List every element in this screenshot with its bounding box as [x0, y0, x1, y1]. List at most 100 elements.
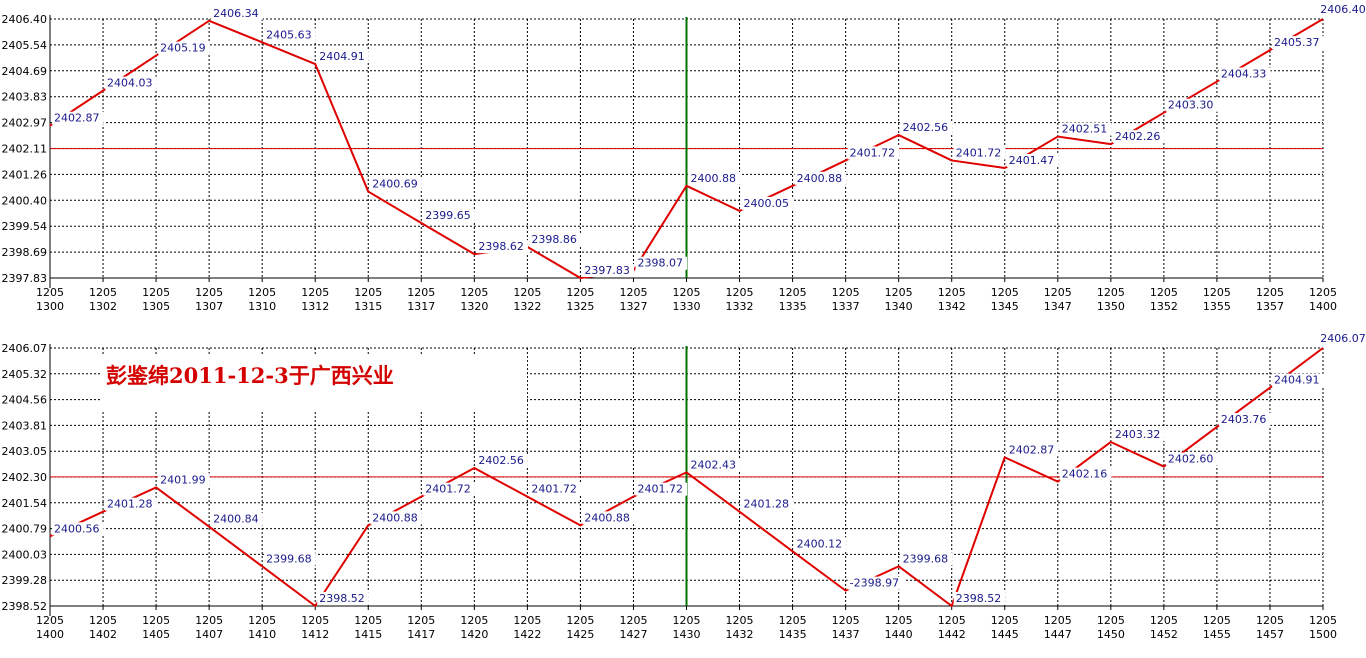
data-label: 2399.68	[903, 552, 949, 565]
data-label-bg	[582, 511, 635, 525]
data-label: 2402.43	[691, 458, 737, 471]
x-tick-label-bottom: 1400	[36, 628, 64, 641]
x-tick-label-top: 1205	[1256, 614, 1284, 627]
data-label-bg	[370, 511, 422, 525]
annotation-text: 彭鉴绵2011-12-3于广西兴业	[106, 363, 394, 388]
data-label: 2401.47	[1009, 154, 1055, 167]
y-tick-label: 2402.11	[2, 143, 48, 156]
data-label: 2401.72	[425, 483, 471, 496]
x-tick-label-top: 1205	[1309, 614, 1337, 627]
data-label-bg	[529, 232, 581, 246]
data-label: 2405.19	[160, 42, 206, 55]
data-label: 2403.76	[1221, 413, 1267, 426]
x-tick-label-bottom: 1452	[1150, 628, 1178, 641]
data-label-bg	[794, 171, 847, 185]
x-tick-label-top: 1205	[779, 614, 807, 627]
data-label: 2402.87	[54, 112, 100, 125]
x-tick-label-bottom: 1405	[142, 628, 170, 641]
data-label-bg	[688, 458, 741, 472]
data-label: 2399.68	[266, 552, 312, 565]
data-label-bg	[1165, 452, 1218, 466]
x-tick-label-bottom: 1427	[619, 628, 647, 641]
x-tick-label-top: 1205	[885, 614, 913, 627]
y-tick-label: 2403.83	[2, 91, 48, 104]
x-tick-label-bottom: 1312	[301, 300, 329, 313]
y-tick-label: 2405.32	[2, 368, 48, 381]
data-label-bg	[1165, 98, 1218, 112]
x-tick-label-bottom: 1402	[89, 628, 117, 641]
x-tick-label-top: 1205	[1044, 286, 1072, 299]
y-tick-label: 2398.69	[2, 246, 48, 259]
x-tick-label-bottom: 1350	[1097, 300, 1125, 313]
x-tick-label-top: 1205	[1256, 286, 1284, 299]
x-tick-label-bottom: 1450	[1097, 628, 1125, 641]
x-tick-label-top: 1205	[89, 286, 117, 299]
data-label: 2401.72	[850, 146, 896, 159]
x-tick-label-bottom: 1342	[938, 300, 966, 313]
y-tick-label: 2400.40	[2, 194, 48, 207]
data-label: 2405.37	[1274, 36, 1320, 49]
x-tick-label-top: 1205	[36, 286, 64, 299]
x-tick-label-bottom: 1410	[248, 628, 276, 641]
data-label: 2401.72	[637, 483, 683, 496]
x-tick-label-bottom: 1355	[1203, 300, 1231, 313]
x-tick-label-top: 1205	[938, 286, 966, 299]
data-label: 2400.88	[372, 511, 418, 524]
x-tick-label-top: 1205	[354, 286, 382, 299]
x-tick-label-top: 1205	[673, 286, 701, 299]
x-tick-label-bottom: 1435	[779, 628, 807, 641]
data-label: 2397.83	[584, 264, 630, 277]
x-tick-label-top: 1205	[142, 286, 170, 299]
data-label: 2402.16	[1062, 468, 1108, 481]
chart-panel-1: 2406.40 2405.54 2404.69 2403.83 2402.97 2402.…	[2, 3, 1366, 313]
data-label: 2404.33	[1221, 68, 1267, 81]
data-label-bg	[52, 111, 104, 125]
x-tick-label-bottom: 1310	[248, 300, 276, 313]
data-label-bg	[476, 453, 528, 467]
x-tick-label-bottom: 1500	[1309, 628, 1337, 641]
x-tick-label-bottom: 1440	[885, 628, 913, 641]
data-label: 2399.65	[425, 209, 471, 222]
x-tick-label-top: 1205	[726, 286, 754, 299]
x-tick-label-top: 1205	[89, 614, 117, 627]
y-tick-label: 2402.97	[2, 117, 48, 130]
data-label-bg	[1112, 427, 1165, 441]
data-label: 2403.30	[1168, 99, 1214, 112]
x-tick-label-top: 1205	[885, 286, 913, 299]
x-tick-label-bottom: 1330	[673, 300, 701, 313]
y-tick-label: 2403.81	[2, 419, 48, 432]
x-tick-label-bottom: 1300	[36, 300, 64, 313]
x-tick-label-bottom: 1442	[938, 628, 966, 641]
data-label: 2401.72	[956, 146, 1002, 159]
data-label-bg	[953, 146, 1006, 160]
x-tick-label-top: 1205	[407, 286, 435, 299]
data-label: 2400.88	[797, 172, 843, 185]
x-tick-label-bottom: 1325	[566, 300, 594, 313]
data-label-bg	[1218, 412, 1271, 426]
data-label-bg	[105, 497, 157, 511]
x-tick-label-top: 1205	[142, 614, 170, 627]
data-label-bg	[847, 146, 900, 160]
x-tick-label-top: 1205	[354, 614, 382, 627]
data-label-bg	[847, 576, 907, 590]
data-label: 2398.52	[319, 592, 365, 605]
data-label-bg	[476, 240, 528, 254]
data-label: 2401.99	[160, 473, 206, 486]
x-tick-label-top: 1205	[832, 614, 860, 627]
x-tick-label-top: 1205	[1097, 614, 1125, 627]
data-label-bg	[900, 121, 953, 135]
x-tick-label-top: 1205	[619, 614, 647, 627]
x-tick-label-top: 1205	[513, 286, 541, 299]
data-label-bg	[52, 522, 104, 536]
data-label: 2402.60	[1168, 453, 1214, 466]
data-label: 2401.28	[744, 498, 790, 511]
data-label-bg	[211, 6, 263, 20]
data-label-bg	[1006, 153, 1059, 167]
data-label-bg	[158, 41, 210, 55]
x-tick-label-top: 1205	[301, 614, 329, 627]
data-label-bg	[1218, 67, 1271, 81]
data-label-bg	[423, 208, 475, 222]
x-tick-label-top: 1205	[1203, 286, 1231, 299]
data-label: 2398.62	[478, 240, 524, 253]
x-tick-label-top: 1205	[619, 286, 647, 299]
